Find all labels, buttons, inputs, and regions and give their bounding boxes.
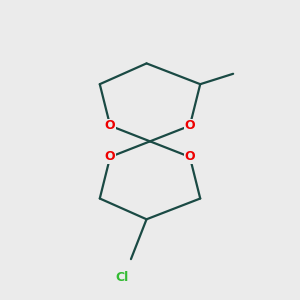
Text: O: O (105, 119, 116, 132)
Text: O: O (184, 150, 195, 164)
Text: O: O (184, 119, 195, 132)
Text: Cl: Cl (116, 271, 129, 284)
Text: O: O (105, 150, 116, 164)
